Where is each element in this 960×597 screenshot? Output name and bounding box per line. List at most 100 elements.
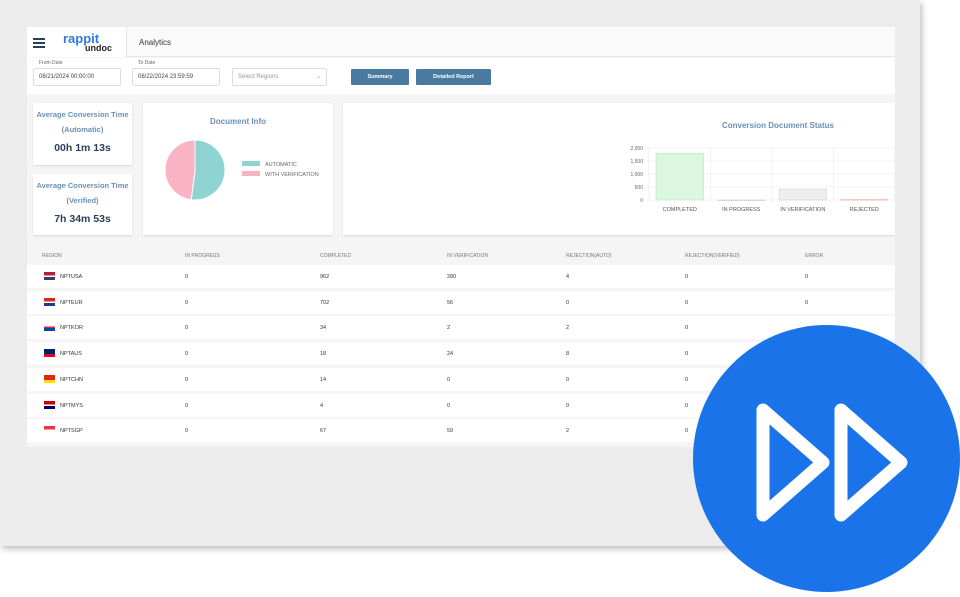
bar xyxy=(778,188,827,201)
cell-value: 0 xyxy=(185,428,189,435)
cell-value: 0 xyxy=(685,351,689,358)
cell-value: 4 xyxy=(320,402,324,409)
cell-value: 8 xyxy=(566,351,570,358)
filter-bar: From Date 08/21/2024 00:00:00 To Date 08… xyxy=(27,58,895,94)
y-tick-label: 2,000 xyxy=(630,146,643,152)
cell-value: 0 xyxy=(185,299,189,306)
logo: rappit xyxy=(63,31,100,46)
au-flag-icon xyxy=(44,349,55,358)
region-name: NPTUSA xyxy=(60,274,83,280)
column-header[interactable]: REJECTION(VERIFIED) xyxy=(685,253,740,259)
kpi-card-verified: Average Conversion Time (Verified) 7h 34m… xyxy=(33,174,132,235)
y-tick-label: 1,000 xyxy=(630,172,643,178)
cell-value: 34 xyxy=(320,325,327,332)
cell-value: 2 xyxy=(566,325,570,332)
logo-area: rappit undoc xyxy=(27,27,127,57)
region-name: NPTSGP xyxy=(60,428,83,435)
cell-value: 280 xyxy=(447,274,457,280)
legend-swatch xyxy=(242,161,260,166)
chevron-down-icon: ⌄ xyxy=(315,74,321,80)
page-title: Analytics xyxy=(139,38,172,47)
analytics-app: rappit undoc Analytics From Date 08/21/2… xyxy=(27,27,895,447)
cell-value: 2 xyxy=(447,325,451,332)
cell-value: 0 xyxy=(685,402,689,409)
kpi-value: 7h 34m 53s xyxy=(54,213,111,225)
cell-value: 67 xyxy=(320,428,327,435)
hamburger-menu-icon[interactable] xyxy=(33,38,45,48)
column-header[interactable]: IN PROGRESS xyxy=(185,253,220,259)
table-row[interactable]: NPTMYS 0 4 0 0 0 xyxy=(27,393,895,417)
pie-title: Document Info xyxy=(210,117,266,126)
cell-value: 0 xyxy=(185,351,189,358)
pie-chart: AUTOMATIC WITH VERIFICATION xyxy=(164,139,319,201)
table-row[interactable]: NPTEUR 0 702 56 0 0 0 xyxy=(27,290,895,314)
to-date-label: To Date xyxy=(138,60,156,66)
y-tick-label: 0 xyxy=(640,198,643,204)
bar xyxy=(840,199,889,201)
from-date-input[interactable]: 08/21/2024 00:00:00 xyxy=(33,68,121,86)
cell-value: 0 xyxy=(685,274,689,280)
table-row[interactable]: NPTCHN 0 14 0 0 0 xyxy=(27,367,895,391)
cell-value: 0 xyxy=(566,402,570,409)
document-info-card: AUTOMATIC WITH VERIFICATION Document Info xyxy=(143,103,333,235)
column-header[interactable]: IN VERIFICATION xyxy=(447,253,489,259)
kpi-card-automatic: Average Conversion Time (Automatic) 00h 1… xyxy=(33,103,132,165)
summary-button[interactable]: Summary xyxy=(351,69,409,85)
cell-value: 0 xyxy=(685,376,689,383)
column-header[interactable]: REJECTION(AUTO) xyxy=(566,253,612,259)
kpi-title: Average Conversion Time (Automatic) xyxy=(36,110,129,134)
logo-sub: undoc xyxy=(85,43,112,53)
bar xyxy=(717,199,766,201)
region-select[interactable]: Select Regions ⌄ xyxy=(232,68,327,86)
cell-value: 0 xyxy=(805,274,809,280)
column-header[interactable]: ERROR xyxy=(805,253,824,259)
cell-value: 0 xyxy=(185,325,189,332)
detailed-report-button[interactable]: Detailed Report xyxy=(416,69,491,85)
region-name: NPTAUS xyxy=(60,351,82,358)
fast-forward-icon xyxy=(756,403,908,522)
kpi-value: 00h 1m 13s xyxy=(54,142,111,154)
cell-value: 14 xyxy=(320,376,327,383)
region-select-placeholder: Select Regions xyxy=(238,74,279,80)
cell-value: 0 xyxy=(185,274,189,280)
column-header[interactable]: COMPLETED xyxy=(320,253,352,259)
cell-value: 0 xyxy=(185,402,189,409)
cell-value: 0 xyxy=(447,376,451,383)
kr-flag-icon xyxy=(44,323,55,332)
pie-slice xyxy=(190,139,226,201)
cell-value: 0 xyxy=(566,376,570,383)
table-row[interactable]: NPTUSA 0 962 280 4 0 0 xyxy=(27,265,895,288)
my-flag-icon xyxy=(44,400,55,409)
cell-value: 24 xyxy=(447,351,454,358)
cell-value: 0 xyxy=(685,325,689,332)
cell-value: 0 xyxy=(685,299,689,306)
bar-title: Conversion Document Status xyxy=(721,121,834,130)
region-name: NPTKOR xyxy=(60,325,83,332)
cell-value: 702 xyxy=(320,299,330,306)
table-row[interactable]: NPTAUS 0 18 24 8 0 xyxy=(27,342,895,366)
legend-swatch xyxy=(242,171,260,176)
kpi-title: Average Conversion Time (Verified) xyxy=(36,181,129,205)
cell-value: 0 xyxy=(566,299,570,306)
cell-value: 18 xyxy=(320,351,327,358)
sg-flag-icon xyxy=(44,426,55,435)
eu-flag-icon xyxy=(44,297,55,306)
table-row[interactable]: NPTSGP 0 67 59 2 0 xyxy=(27,419,895,443)
cell-value: 2 xyxy=(566,428,570,435)
x-tick-label: COMPLETED xyxy=(663,207,697,213)
bar xyxy=(655,152,704,201)
to-date-input[interactable]: 08/22/2024 23:59:59 xyxy=(132,68,220,86)
cell-value: 0 xyxy=(685,428,689,435)
x-tick-label: REJECTED xyxy=(850,207,879,213)
region-name: NPTEUR xyxy=(60,299,83,306)
table-row[interactable]: NPTKOR 0 34 2 2 0 xyxy=(27,316,895,340)
cn-flag-icon xyxy=(44,374,55,383)
y-tick-label: 500 xyxy=(635,185,644,191)
fast-forward-button[interactable] xyxy=(693,325,960,592)
column-header[interactable]: REGION xyxy=(42,253,62,259)
top-bar: rappit undoc Analytics xyxy=(27,27,895,57)
cell-value: 4 xyxy=(566,274,570,280)
cell-value: 59 xyxy=(447,428,454,435)
legend-label: WITH VERIFICATION xyxy=(265,172,319,178)
x-tick-label: IN PROGRESS xyxy=(722,207,761,213)
